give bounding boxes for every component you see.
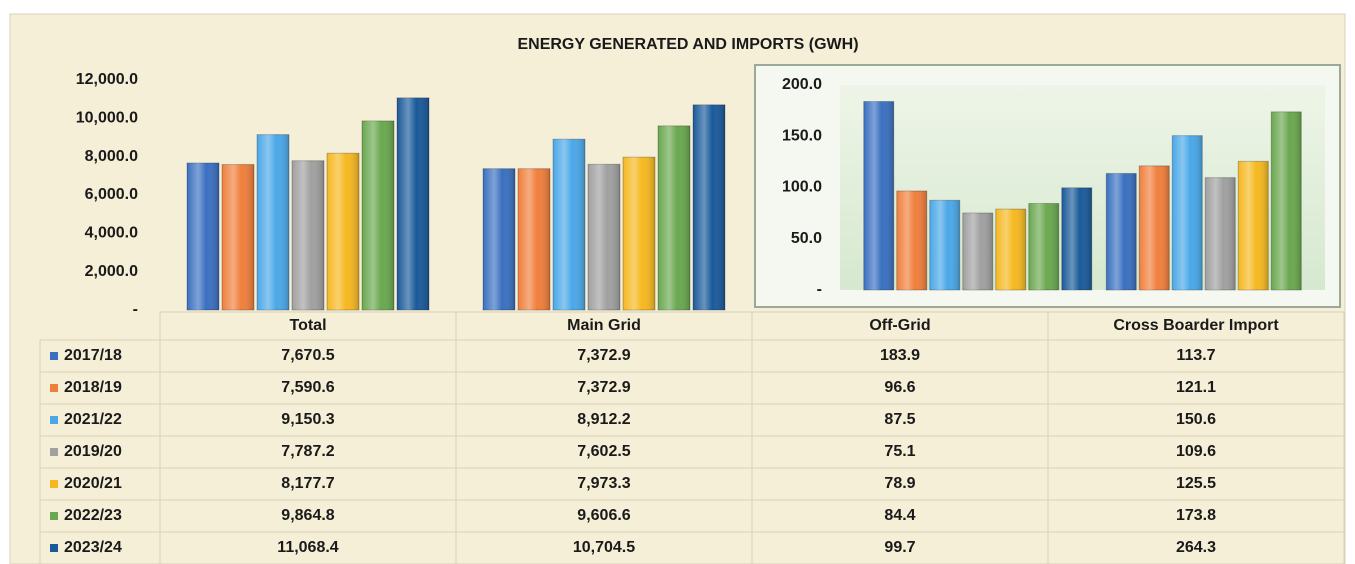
legend-label: 2017/18	[64, 347, 122, 364]
bar-shine	[588, 164, 620, 310]
inset-y-tick-label: 50.0	[791, 230, 822, 247]
bar-shine	[1028, 203, 1059, 290]
legend-key	[50, 544, 58, 552]
table-cell: 173.8	[1176, 507, 1216, 524]
legend-key	[50, 448, 58, 456]
bar-shine	[658, 125, 690, 310]
inset-y-tick-label: 200.0	[782, 76, 822, 93]
bar-shine	[222, 164, 254, 310]
bar-shine	[1172, 135, 1203, 290]
bar-shine	[327, 153, 359, 310]
bar-shine	[518, 168, 550, 310]
bar-shine	[863, 101, 894, 290]
bar-shine	[693, 104, 725, 310]
legend-label: 2020/21	[64, 475, 122, 492]
table-cell: 183.9	[880, 347, 920, 364]
y-tick-label: 6,000.0	[85, 186, 138, 203]
legend-label: 2019/20	[64, 443, 122, 460]
data-table: Total Main Grid Off-Grid Cross Boarder Impo…	[39, 311, 1345, 564]
bar-shine	[929, 200, 960, 290]
bar-shine	[623, 157, 655, 310]
table-cell: 7,973.3	[577, 475, 630, 492]
legend-key	[50, 384, 58, 392]
bar-shine	[962, 213, 993, 290]
bar-shine	[1271, 111, 1302, 290]
bar-shine	[362, 120, 394, 310]
table-cell: 121.1	[1176, 379, 1216, 396]
bar-shine	[257, 134, 289, 310]
y-tick-label: 12,000.0	[76, 71, 138, 88]
table-cell: 75.1	[884, 443, 915, 460]
bar-shine	[896, 190, 927, 290]
bar-shine	[1061, 187, 1092, 290]
table-cell: 87.5	[884, 411, 915, 428]
bar-shine	[397, 97, 429, 310]
table-cell: 7,590.6	[281, 379, 334, 396]
table-cell: 7,670.5	[281, 347, 334, 364]
table-cell: 9,150.3	[281, 411, 334, 428]
table-cell: 7,602.5	[577, 443, 630, 460]
table-cell: 7,372.9	[577, 379, 630, 396]
y-tick-label: 2,000.0	[85, 263, 138, 280]
table-cell: 8,912.2	[577, 411, 630, 428]
table-header: Cross Boarder Import	[1113, 317, 1279, 334]
table-cell: 150.6	[1176, 411, 1216, 428]
bar-shine	[995, 209, 1026, 290]
table-cell: 11,068.4	[277, 539, 339, 556]
table-cell: 113.7	[1176, 347, 1215, 364]
legend-label: 2022/23	[64, 507, 122, 524]
table-cell: 78.9	[884, 475, 915, 492]
table-cell: 8,177.7	[281, 475, 334, 492]
y-tick-label: 4,000.0	[85, 225, 138, 242]
legend-label: 2023/24	[64, 539, 122, 556]
table-cell: 10,704.5	[573, 539, 635, 556]
legend-key	[50, 480, 58, 488]
bar-shine	[1106, 173, 1137, 290]
legend-key	[50, 512, 58, 520]
legend-key	[50, 416, 58, 424]
table-cell: 9,864.8	[281, 507, 334, 524]
y-tick-label: 8,000.0	[85, 148, 138, 165]
table-cell: 96.6	[884, 379, 915, 396]
bar-shine	[553, 139, 585, 310]
inset-y-tick-label: -	[817, 281, 822, 298]
table-header: Off-Grid	[869, 317, 930, 334]
table-cell: 9,606.6	[577, 507, 630, 524]
inset-y-tick-label: 150.0	[782, 127, 822, 144]
bar-shine	[1238, 161, 1269, 290]
table-cell: 7,787.2	[281, 443, 334, 460]
inset-plot: - 50.0 100.0 150.0 200.0	[782, 76, 1302, 298]
legend-key	[50, 352, 58, 360]
chart-title: ENERGY GENERATED AND IMPORTS (GWH)	[517, 36, 858, 53]
table-header: Main Grid	[567, 317, 641, 334]
table-cell: 84.4	[884, 507, 915, 524]
table-cell: 99.7	[884, 539, 915, 556]
table-header: Total	[289, 317, 326, 334]
bar-shine	[292, 160, 324, 310]
table-cell: 125.5	[1176, 475, 1216, 492]
bar-shine	[483, 168, 515, 310]
bar-shine	[187, 162, 219, 310]
legend-label: 2018/19	[64, 379, 122, 396]
bar-shine	[1139, 165, 1170, 290]
bar-shine	[1205, 177, 1236, 290]
main-plot: - 2,000.0 4,000.0 6,000.0 8,000.0 10,000.0 12,…	[76, 71, 726, 318]
legend-label: 2021/22	[64, 411, 122, 428]
table-cell: 109.6	[1176, 443, 1216, 460]
table-cell: 7,372.9	[577, 347, 630, 364]
y-tick-label: 10,000.0	[76, 110, 138, 127]
table-cell: 264.3	[1176, 539, 1216, 556]
y-tick-label: -	[133, 301, 138, 318]
inset-y-tick-label: 100.0	[782, 179, 822, 196]
